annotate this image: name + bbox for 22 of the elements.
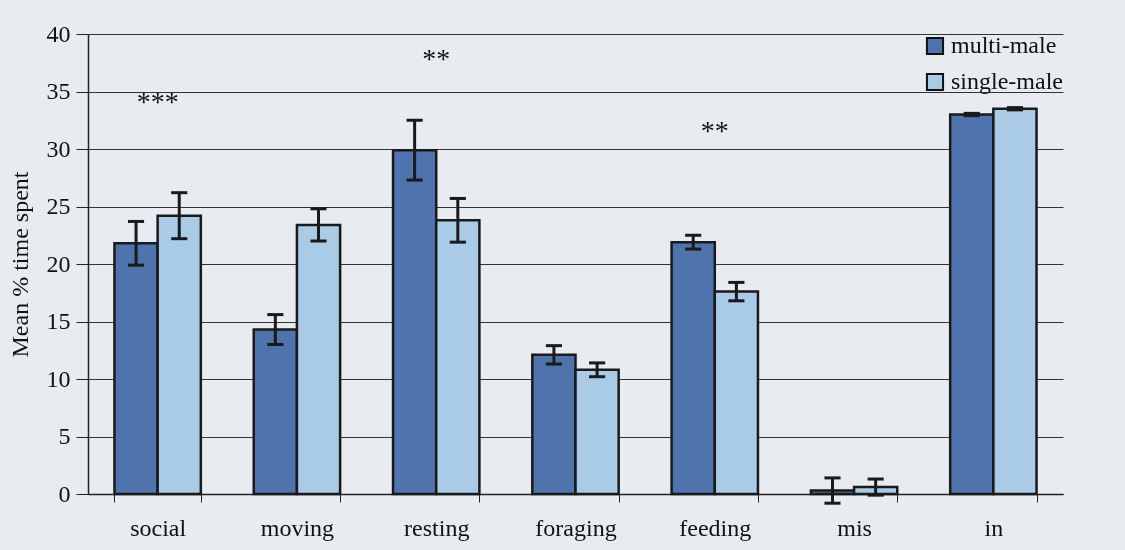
y-tick-label: 20 bbox=[46, 250, 71, 277]
y-tick-label: 0 bbox=[58, 480, 71, 507]
y-tick-label: 10 bbox=[46, 365, 71, 392]
annotation: ** bbox=[422, 43, 451, 75]
x-tick-label: resting bbox=[404, 514, 470, 541]
annotation: *** bbox=[136, 86, 179, 117]
y-tick-label: 25 bbox=[46, 193, 71, 219]
y-tick-label: 35 bbox=[46, 78, 71, 104]
y-axis-title: Mean % time spent bbox=[6, 171, 33, 358]
x-tick-label: social bbox=[130, 514, 187, 541]
x-tick-label: foraging bbox=[535, 514, 617, 541]
y-tick-label: 40 bbox=[46, 20, 71, 47]
legend-label: multi-male bbox=[951, 32, 1057, 58]
x-tick-label: in bbox=[984, 514, 1004, 541]
x-tick-label: feeding bbox=[679, 514, 752, 541]
legend-label: single-male bbox=[951, 68, 1063, 94]
y-tick-label: 30 bbox=[46, 135, 71, 162]
x-tick-label: mis bbox=[837, 514, 872, 541]
annotation: ** bbox=[700, 114, 729, 146]
x-tick-label: moving bbox=[260, 514, 335, 541]
y-tick-label: 5 bbox=[58, 423, 71, 449]
y-tick-label: 15 bbox=[46, 308, 71, 334]
